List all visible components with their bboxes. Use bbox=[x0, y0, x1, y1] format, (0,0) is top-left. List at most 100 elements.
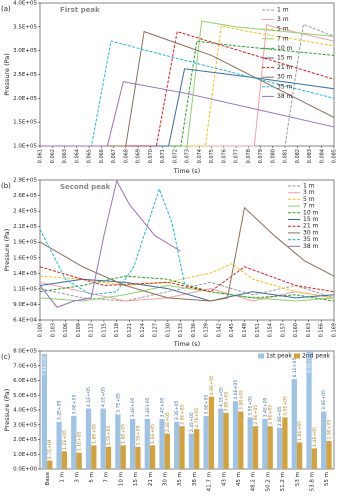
y-tick-label: 2.5E+05 bbox=[13, 72, 37, 78]
panel-label: (a) bbox=[1, 5, 11, 13]
bar bbox=[208, 396, 215, 469]
x-tick-label: 0.109 bbox=[76, 323, 82, 337]
bar bbox=[311, 448, 317, 469]
x-tick-label: 0.151 bbox=[255, 323, 261, 337]
x-tick-label: 0.075 bbox=[209, 149, 215, 163]
bar bbox=[85, 408, 92, 469]
bar bbox=[306, 351, 312, 469]
y-tick-label: 2.1E+05 bbox=[13, 224, 37, 230]
bar bbox=[47, 460, 53, 469]
y-tick-label: 5.0E+05 bbox=[13, 393, 37, 399]
x-tick-label: 30 m bbox=[162, 472, 168, 486]
bar bbox=[61, 451, 68, 469]
y-axis-label: Pressure (Pa) bbox=[3, 229, 11, 272]
x-axis-label: Time (s) bbox=[173, 340, 200, 348]
y-tick-label: 6.0E+05 bbox=[13, 378, 37, 384]
x-tick-label: 0.154 bbox=[268, 323, 274, 337]
value-label: 3.6E+05 bbox=[71, 394, 77, 414]
value-label: 3.5E+05 bbox=[248, 396, 254, 416]
legend-label: 30 m bbox=[277, 74, 293, 81]
legend-label: 2nd peak bbox=[302, 353, 331, 360]
y-tick-label: 2.6E+05 bbox=[13, 193, 37, 199]
legend-label: 38 m bbox=[303, 243, 319, 250]
value-label: 1.2E+05 bbox=[62, 430, 68, 450]
legend-label: 1st peak bbox=[266, 353, 292, 360]
panel-label: (c) bbox=[1, 353, 11, 361]
plot-frame bbox=[39, 350, 335, 470]
y-tick-label: 2.0E+05 bbox=[13, 437, 37, 443]
x-tick-label: 1 m bbox=[60, 472, 66, 483]
y-tick-label: 4.0E+05 bbox=[13, 408, 37, 414]
x-tick-label: 15 m bbox=[133, 472, 139, 486]
y-tick-label: 1.9E+05 bbox=[13, 240, 37, 246]
legend-label: 1 m bbox=[277, 7, 289, 14]
x-tick-label: 0.073 bbox=[185, 149, 191, 163]
x-tick-label: 0.124 bbox=[140, 323, 146, 337]
legend-label: 10 m bbox=[303, 209, 319, 216]
x-tick-label: 0.083 bbox=[307, 149, 313, 163]
value-label: 1.1E+05 bbox=[77, 431, 83, 451]
x-tick-label: 0.163 bbox=[306, 323, 312, 337]
bar bbox=[129, 418, 136, 469]
plot-frame bbox=[39, 179, 335, 321]
x-tick-label: 0.061 bbox=[38, 149, 44, 163]
y-tick-label: 1.1E+05 bbox=[13, 286, 37, 292]
bar bbox=[159, 418, 165, 469]
value-label: 3.9E+05 bbox=[321, 390, 327, 410]
value-label: 1.6E+05 bbox=[150, 424, 156, 444]
x-tick-label: 21 m bbox=[148, 472, 154, 486]
x-tick-label: 0.133 bbox=[178, 323, 184, 337]
legend-label: 3 m bbox=[277, 16, 289, 23]
value-label: 2.4E+05 bbox=[189, 412, 195, 432]
x-tick-label: 0.136 bbox=[191, 323, 197, 337]
x-tick-label: 0.169 bbox=[332, 323, 337, 337]
legend-label: 35 m bbox=[303, 236, 319, 243]
line-series bbox=[39, 179, 181, 308]
y-tick-label: 1.0E+05 bbox=[13, 144, 37, 150]
y-tick-label: 3.0E+05 bbox=[13, 422, 37, 428]
legend-label: 21 m bbox=[303, 223, 319, 230]
x-tick-label: 53 m bbox=[295, 472, 301, 486]
y-tick-label: 4.0E+05 bbox=[13, 1, 37, 7]
line-series bbox=[39, 284, 335, 302]
y-tick-label: 1.0E+05 bbox=[13, 452, 37, 458]
value-label: 3.5E+05 bbox=[282, 396, 288, 416]
bar bbox=[223, 412, 229, 469]
y-tick-label: 1.6E+05 bbox=[13, 255, 37, 261]
value-label: 4.1E+05 bbox=[218, 387, 224, 407]
bar bbox=[194, 429, 200, 469]
legend-swatch bbox=[294, 353, 300, 359]
value-label: 2.8E+05 bbox=[277, 406, 283, 426]
x-tick-label: 0.166 bbox=[319, 323, 325, 337]
y-tick-label: 8.0E+05 bbox=[13, 349, 37, 355]
line-series bbox=[39, 263, 335, 299]
bar bbox=[100, 408, 106, 469]
x-tick-label: 38 m bbox=[192, 472, 198, 486]
x-tick-label: 43 m bbox=[221, 472, 227, 486]
value-label: 3.6E+05 bbox=[204, 394, 210, 414]
x-tick-label: 0.100 bbox=[38, 323, 44, 337]
value-label: 2.7E+05 bbox=[194, 408, 200, 428]
line-series bbox=[39, 187, 186, 296]
bar bbox=[203, 415, 209, 469]
line-series bbox=[39, 206, 335, 302]
bar bbox=[238, 411, 244, 469]
x-tick-label: 0.103 bbox=[50, 323, 56, 337]
line-series bbox=[39, 266, 335, 293]
x-tick-label: 0.127 bbox=[153, 323, 159, 337]
x-tick-label: 35 m bbox=[177, 472, 183, 486]
y-tick-label: 1.5E+05 bbox=[13, 120, 37, 126]
y-axis-label: Pressure (Pa) bbox=[3, 53, 11, 96]
bar bbox=[291, 379, 297, 469]
x-tick-label: 53.8 m bbox=[309, 472, 315, 491]
x-tick-label: 0.072 bbox=[172, 149, 178, 163]
x-tick-label: 0.071 bbox=[160, 149, 166, 163]
line-series bbox=[39, 275, 335, 302]
y-tick-label: 0.0E+00 bbox=[13, 467, 37, 473]
bar bbox=[321, 411, 327, 469]
legend-label: 35 m bbox=[277, 83, 293, 90]
x-tick-label: 0.121 bbox=[127, 323, 133, 337]
value-label: 3.9E+05 bbox=[238, 390, 244, 410]
x-tick-label: 3 m bbox=[74, 472, 80, 483]
bar bbox=[41, 353, 48, 469]
